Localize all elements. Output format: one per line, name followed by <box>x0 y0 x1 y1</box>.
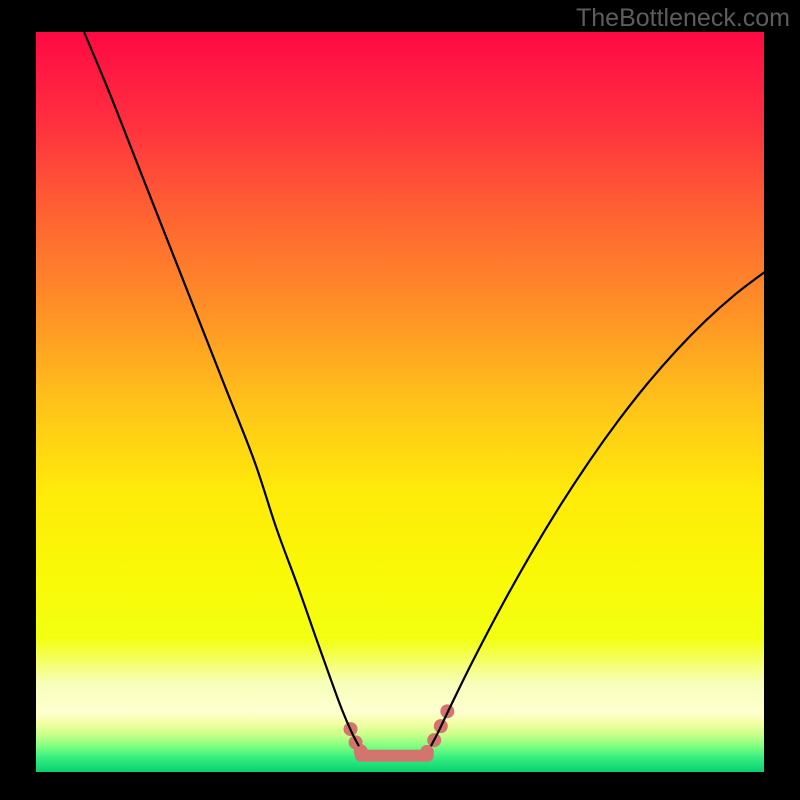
marker-dot <box>354 744 368 758</box>
marker-dot <box>420 745 434 759</box>
curve-overlay <box>0 0 800 800</box>
curve-path <box>431 273 764 746</box>
watermark-text: TheBottleneck.com <box>576 4 790 33</box>
curve-path <box>84 32 358 745</box>
chart-container: TheBottleneck.com <box>0 0 800 800</box>
